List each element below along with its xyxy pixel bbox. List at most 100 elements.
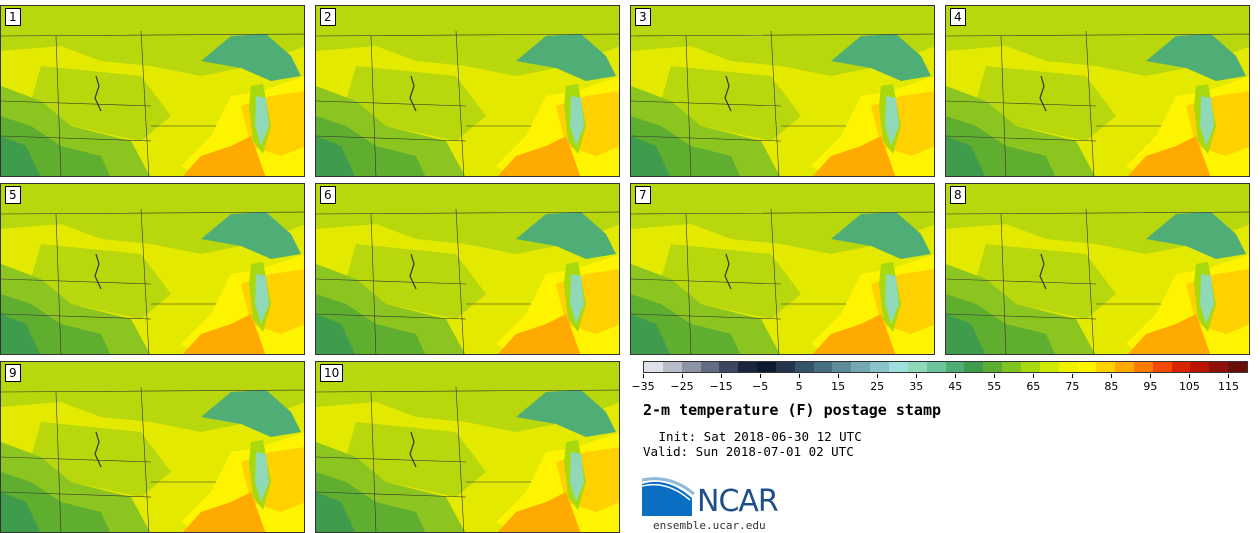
valid-time: Valid: Sun 2018-07-01 02 UTC (643, 444, 854, 459)
temperature-map (316, 362, 619, 532)
colorbar-tick-label: 115 (1217, 380, 1239, 393)
colorbar-tick-label: −25 (670, 380, 694, 393)
panel-label: 8 (950, 186, 966, 204)
colorbar-swatch (1133, 362, 1153, 372)
colorbar-swatch (1171, 362, 1191, 372)
colorbar-swatch (907, 362, 927, 372)
temperature-map (946, 184, 1249, 354)
colorbar-swatch (719, 362, 739, 372)
colorbar-tick (643, 374, 644, 378)
colorbar-swatch (1115, 362, 1134, 372)
panel-label: 7 (635, 186, 651, 204)
colorbar-swatch (851, 362, 871, 372)
colorbar-tick (1072, 374, 1074, 378)
colorbar-tick (682, 374, 684, 378)
colorbar-tick (877, 374, 879, 378)
colorbar-tick-label: 45 (948, 380, 963, 393)
colorbar-tick (799, 374, 801, 378)
colorbar-swatch (1228, 362, 1247, 372)
init-time: Init: Sat 2018-06-30 12 UTC (651, 429, 862, 444)
colorbar-swatch (662, 362, 682, 372)
colorbar-swatch (757, 362, 776, 372)
colorbar-swatch (1039, 362, 1059, 372)
colorbar-swatch (870, 362, 889, 372)
figure-title: 2-m temperature (F) postage stamp (643, 401, 942, 419)
colorbar-tick-label: 55 (987, 380, 1002, 393)
colorbar-tick (1033, 374, 1035, 378)
colorbar-tick (838, 374, 840, 378)
panel-label: 6 (320, 186, 336, 204)
colorbar-tick (1150, 374, 1152, 378)
colorbar-swatch (832, 362, 852, 372)
colorbar-swatch (1058, 362, 1078, 372)
colorbar-swatch (1152, 362, 1172, 372)
ensemble-member-panel-4: 4 (945, 5, 1250, 177)
colorbar-tick (955, 374, 957, 378)
ensemble-member-panel-5: 5 (0, 183, 305, 355)
colorbar-tick (760, 374, 762, 378)
ensemble-member-panel-7: 7 (630, 183, 935, 355)
temperature-map (1, 184, 304, 354)
colorbar-tick (994, 374, 996, 378)
colorbar-tick (1189, 374, 1191, 378)
colorbar-tick (1111, 374, 1113, 378)
colorbar-swatch (983, 362, 1003, 372)
colorbar-tick-label: 95 (1143, 380, 1158, 393)
temperature-map (946, 6, 1249, 176)
colorbar-tick (916, 374, 918, 378)
colorbar-swatch (1020, 362, 1040, 372)
ensemble-member-panel-10: 10 (315, 361, 620, 533)
colorbar-swatch (738, 362, 758, 372)
colorbar-swatch (1096, 362, 1116, 372)
ensemble-member-panel-9: 9 (0, 361, 305, 533)
colorbar-ticks: −35 −25 −15 −5 5 15 25 35 45 55 65 75 85 95 105 115 (631, 374, 1248, 394)
colorbar-tick-label: 105 (1178, 380, 1200, 393)
panel-label: 2 (320, 8, 336, 26)
ensemble-member-panel-6: 6 (315, 183, 620, 355)
colorbar-swatch (945, 362, 965, 372)
colorbar-swatch (775, 362, 795, 372)
ensemble-url[interactable]: ensemble.ucar.edu (653, 519, 766, 532)
colorbar-swatch (1002, 362, 1021, 372)
colorbar-tick-label: 75 (1065, 380, 1080, 393)
colorbar-swatch (681, 362, 701, 372)
temperature-colorbar (643, 361, 1248, 373)
colorbar-tick-label: 25 (870, 380, 885, 393)
colorbar-swatch (926, 362, 946, 372)
ncar-logo-text: NCAR (697, 484, 779, 519)
colorbar-swatch (1209, 362, 1229, 372)
panel-label: 1 (5, 8, 21, 26)
ensemble-member-panel-3: 3 (630, 5, 935, 177)
temperature-map (631, 6, 934, 176)
colorbar-swatch (644, 362, 663, 372)
colorbar-swatch (813, 362, 833, 372)
ensemble-member-panel-1: 1 (0, 5, 305, 177)
temperature-map (1, 6, 304, 176)
temperature-map (316, 6, 619, 176)
colorbar-swatch (700, 362, 720, 372)
colorbar-swatch (1190, 362, 1210, 372)
colorbar-tick-label: 85 (1104, 380, 1119, 393)
colorbar-tick (721, 374, 723, 378)
panel-label: 4 (950, 8, 966, 26)
panel-label: 10 (320, 364, 344, 382)
colorbar-tick (1228, 374, 1230, 378)
colorbar-swatch (888, 362, 908, 372)
ensemble-member-panel-8: 8 (945, 183, 1250, 355)
panel-label: 5 (5, 186, 21, 204)
temperature-map (1, 362, 304, 532)
ensemble-member-panel-2: 2 (315, 5, 620, 177)
colorbar-swatch (964, 362, 984, 372)
colorbar-tick-label: 65 (1026, 380, 1041, 393)
colorbar-tick-label: 35 (909, 380, 924, 393)
panel-label: 3 (635, 8, 651, 26)
colorbar-swatch (1077, 362, 1097, 372)
colorbar-tick-label: −35 (631, 380, 655, 393)
colorbar-tick-label: 15 (831, 380, 846, 393)
temperature-map (316, 184, 619, 354)
colorbar-swatch (794, 362, 814, 372)
temperature-map (631, 184, 934, 354)
colorbar-tick-label: 5 (795, 380, 803, 393)
ncar-logo-icon (642, 477, 695, 516)
panel-label: 9 (5, 364, 21, 382)
